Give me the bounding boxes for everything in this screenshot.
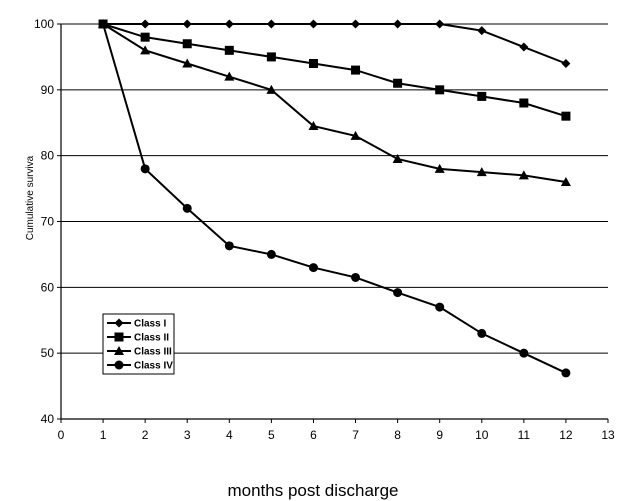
data-point bbox=[393, 19, 403, 29]
data-point bbox=[477, 26, 487, 36]
data-point bbox=[392, 153, 403, 163]
y-tick-label: 70 bbox=[41, 215, 55, 229]
data-point bbox=[561, 111, 571, 121]
data-point bbox=[519, 348, 529, 358]
data-point bbox=[266, 19, 276, 29]
data-point bbox=[308, 59, 318, 68]
data-point bbox=[224, 71, 235, 81]
data-point bbox=[266, 249, 276, 259]
data-point bbox=[308, 121, 319, 131]
legend-label: Class IV bbox=[134, 361, 173, 372]
y-tick-label: 40 bbox=[41, 412, 55, 426]
series-lines bbox=[102, 23, 567, 374]
data-point bbox=[224, 241, 234, 251]
y-axis-label: Cumulative surviva bbox=[25, 155, 36, 240]
data-point bbox=[308, 19, 318, 29]
data-point bbox=[560, 177, 571, 186]
data-point bbox=[518, 170, 529, 180]
y-tick-label: 80 bbox=[41, 149, 55, 163]
data-point bbox=[224, 45, 234, 55]
data-point bbox=[140, 164, 150, 174]
series-line bbox=[103, 23, 567, 65]
x-tick-label: 3 bbox=[184, 428, 191, 442]
x-tick-label: 1 bbox=[100, 428, 107, 442]
data-point bbox=[477, 328, 487, 338]
series-line bbox=[102, 23, 567, 118]
legend-marker bbox=[114, 346, 124, 355]
data-point bbox=[224, 19, 234, 29]
y-tick-label: 60 bbox=[41, 280, 55, 294]
data-point bbox=[561, 59, 571, 68]
gridlines bbox=[61, 23, 608, 354]
data-point bbox=[519, 42, 529, 52]
data-point bbox=[182, 19, 192, 29]
series-line bbox=[102, 23, 567, 183]
y-tick-label: 100 bbox=[34, 17, 54, 31]
data-point bbox=[519, 98, 529, 108]
legend-marker bbox=[114, 360, 124, 370]
data-point bbox=[476, 167, 487, 177]
x-tick-label: 5 bbox=[268, 428, 275, 442]
series-markers bbox=[98, 19, 571, 378]
data-point bbox=[351, 272, 361, 282]
data-point bbox=[98, 19, 108, 29]
x-tick-label: 12 bbox=[559, 428, 573, 442]
data-point bbox=[350, 130, 361, 140]
data-point bbox=[435, 85, 445, 95]
data-point bbox=[351, 19, 361, 29]
x-tick-label: 6 bbox=[310, 428, 317, 442]
data-point bbox=[351, 65, 361, 75]
data-point bbox=[434, 163, 445, 173]
data-point bbox=[140, 32, 150, 42]
x-tick-label: 11 bbox=[518, 428, 531, 442]
data-point bbox=[182, 58, 193, 68]
legend-label: Class I bbox=[134, 319, 166, 330]
series-line bbox=[102, 23, 567, 374]
data-point bbox=[477, 91, 487, 101]
data-point bbox=[435, 302, 445, 312]
x-axis-label: months post discharge bbox=[227, 481, 398, 500]
x-tick-label: 13 bbox=[601, 428, 615, 442]
legend-label: Class II bbox=[134, 333, 169, 344]
legend-label: Class III bbox=[134, 347, 172, 358]
y-tick-label: 90 bbox=[41, 83, 55, 97]
x-tick-label: 2 bbox=[142, 428, 149, 442]
y-tick-label: 50 bbox=[41, 346, 55, 360]
data-point bbox=[435, 19, 445, 29]
data-point bbox=[266, 52, 276, 62]
data-point bbox=[140, 19, 150, 29]
x-tick-label: 7 bbox=[352, 428, 359, 442]
data-point bbox=[140, 45, 151, 55]
legend-marker bbox=[114, 318, 124, 328]
x-tick-label: 9 bbox=[436, 428, 443, 442]
data-point bbox=[266, 84, 277, 94]
legend-marker bbox=[114, 332, 124, 342]
data-point bbox=[393, 288, 403, 298]
x-tick-label: 10 bbox=[475, 428, 489, 442]
x-tick-label: 0 bbox=[58, 428, 65, 442]
data-point bbox=[561, 368, 571, 378]
data-point bbox=[308, 263, 318, 273]
x-tick-label: 4 bbox=[226, 428, 233, 442]
axes bbox=[57, 23, 609, 423]
data-point bbox=[182, 39, 192, 49]
x-tick-label: 8 bbox=[394, 428, 401, 442]
legend: Class I Class II Class III Class IV bbox=[102, 313, 175, 375]
data-point bbox=[182, 203, 192, 213]
data-point bbox=[393, 78, 403, 88]
